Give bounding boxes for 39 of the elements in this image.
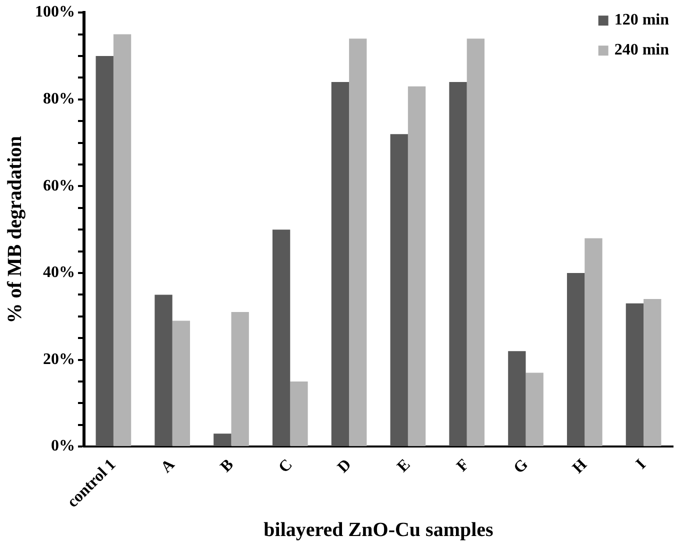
bar	[113, 34, 132, 446]
y-axis-title: % of MB degradation	[4, 136, 26, 324]
bar	[626, 303, 644, 446]
bar	[508, 351, 526, 446]
bar	[172, 320, 190, 446]
bar	[96, 56, 114, 446]
bar	[644, 299, 662, 446]
y-tick-label: 60%	[43, 177, 75, 194]
bar	[566, 272, 585, 446]
y-tick-label: 80%	[43, 90, 75, 108]
legend-label: 240 min	[614, 42, 670, 59]
bar	[584, 238, 602, 446]
bar	[449, 82, 467, 446]
bar	[349, 38, 367, 446]
bar	[390, 134, 408, 446]
y-tick-label: 20%	[43, 350, 75, 368]
x-tick-label: D	[334, 456, 355, 476]
x-tick-label: E	[394, 456, 414, 476]
x-tick-label: A	[158, 456, 178, 476]
x-tick-label: B	[217, 456, 238, 476]
x-tick-label: C	[276, 456, 296, 476]
x-tick-label: G	[510, 456, 532, 477]
bar	[408, 86, 426, 446]
x-axis-title: bilayered ZnO-Cu samples	[264, 519, 494, 542]
bar	[331, 82, 350, 446]
bar	[272, 230, 290, 446]
x-tick-label: H	[570, 456, 591, 477]
legend-label: 120 min	[614, 12, 670, 29]
y-tick-label: 40%	[43, 264, 75, 282]
bar	[290, 381, 308, 446]
bar	[154, 294, 172, 446]
bar	[526, 372, 544, 446]
bar	[466, 38, 485, 446]
y-tick-label: 100%	[35, 4, 75, 21]
y-tick-label: 0%	[51, 438, 75, 455]
bar	[231, 312, 249, 446]
x-tick-label: F	[454, 456, 473, 476]
x-tick-label: I	[632, 456, 650, 473]
bar	[214, 434, 232, 446]
